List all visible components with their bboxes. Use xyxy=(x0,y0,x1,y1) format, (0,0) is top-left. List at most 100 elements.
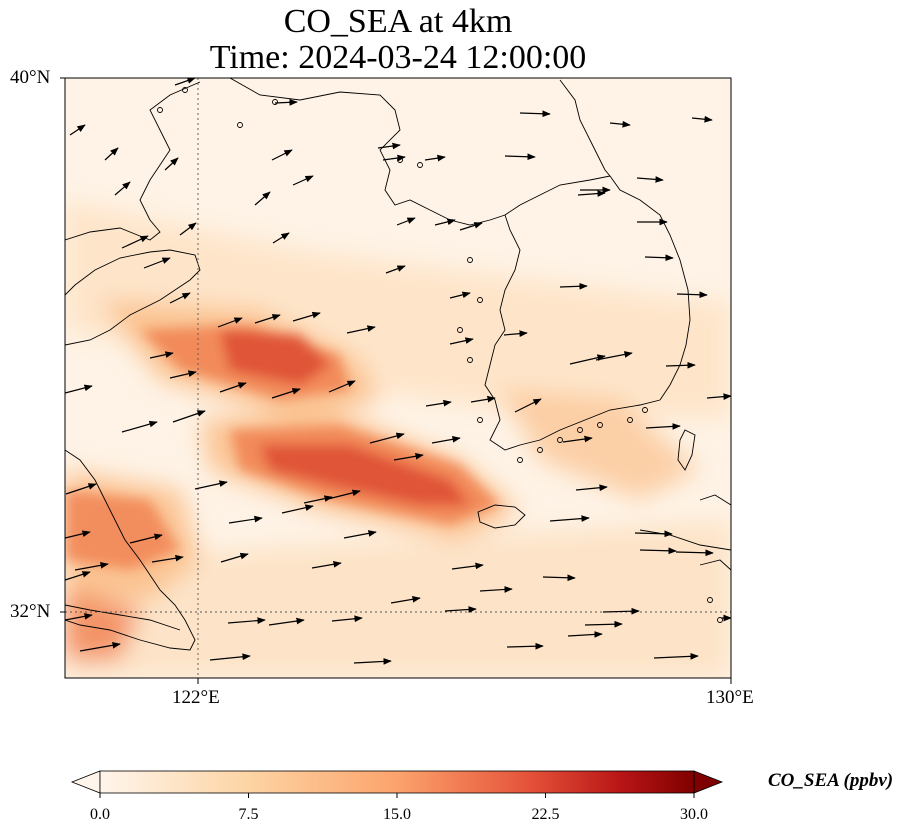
wind-arrow xyxy=(390,595,421,604)
wind-arrow xyxy=(706,393,731,400)
island xyxy=(467,357,473,363)
coastline-segment xyxy=(477,504,526,529)
wind-arrow xyxy=(575,484,608,492)
wind-arrow xyxy=(431,436,461,444)
island xyxy=(627,417,633,423)
island xyxy=(597,422,603,428)
colorbar-tick-label: 22.5 xyxy=(531,806,560,823)
island xyxy=(537,447,543,453)
island xyxy=(517,457,523,463)
map-title: CO_SEA at 4km xyxy=(283,3,513,40)
hotspot-north-core xyxy=(220,330,330,385)
wind-arrow xyxy=(272,232,290,244)
wind-arrow xyxy=(382,154,406,162)
colorbar-tick-label: 0.0 xyxy=(90,806,110,823)
wind-arrow xyxy=(691,115,713,123)
wind-vectors xyxy=(65,78,731,665)
island xyxy=(417,162,423,168)
wind-arrow xyxy=(328,380,356,393)
wind-arrow xyxy=(164,157,179,171)
wind-arrow xyxy=(69,124,86,136)
wind-arrow xyxy=(65,530,91,539)
island xyxy=(272,99,278,105)
wind-arrow xyxy=(634,530,673,538)
plume-east xyxy=(500,390,700,500)
wind-arrow xyxy=(377,142,401,150)
map-frame xyxy=(64,77,732,679)
wind-arrow xyxy=(281,504,314,514)
wind-arrow xyxy=(451,562,484,570)
wind-arrow xyxy=(79,641,121,652)
island xyxy=(717,617,723,623)
wind-arrow xyxy=(331,615,363,623)
wind-arrow xyxy=(209,653,251,661)
wind-arrow xyxy=(149,351,174,359)
wind-arrow xyxy=(595,351,633,361)
wind-arrow xyxy=(65,483,97,495)
wind-arrow xyxy=(346,325,376,334)
hotspot-west xyxy=(65,490,180,570)
wind-arrow xyxy=(179,222,197,236)
lat-label-32n: 32°N xyxy=(10,601,51,622)
wind-arrow xyxy=(303,495,333,504)
wind-arrow xyxy=(396,217,416,226)
colorbar-extend-low xyxy=(70,770,101,794)
wind-arrow xyxy=(459,222,483,231)
lon-label-122e: 122°E xyxy=(172,687,220,708)
wind-arrow xyxy=(271,388,301,399)
coastline-segment xyxy=(559,79,611,177)
wind-arrow xyxy=(254,314,281,324)
coastline-segment xyxy=(65,604,181,631)
wind-arrow xyxy=(327,489,361,500)
wind-arrow xyxy=(503,330,528,338)
wind-arrow xyxy=(479,586,513,593)
coastline-segment xyxy=(699,559,731,571)
colorbar-tick-label: 15.0 xyxy=(383,806,411,823)
island xyxy=(237,122,243,128)
wind-arrow xyxy=(602,607,640,615)
coastline-segment xyxy=(65,81,201,241)
wind-arrow xyxy=(425,399,452,407)
wind-arrow xyxy=(676,291,708,299)
coastline-segment xyxy=(65,449,196,651)
island xyxy=(457,327,463,333)
island xyxy=(182,87,188,93)
wind-arrow xyxy=(65,613,93,621)
island xyxy=(707,597,713,603)
coastline-segment xyxy=(699,494,731,506)
wind-arrow xyxy=(449,337,474,345)
wind-arrow xyxy=(219,382,247,393)
wind-arrow xyxy=(644,254,674,262)
colorbar-label: CO_SEA (ppbv) xyxy=(768,770,894,791)
wind-arrow xyxy=(174,78,196,86)
wind-arrow xyxy=(172,410,206,423)
wind-arrow xyxy=(369,432,405,444)
colorbar-gradient xyxy=(100,771,694,793)
wind-arrow xyxy=(424,154,446,162)
wind-arrow xyxy=(636,176,664,183)
coastlines xyxy=(65,78,731,651)
wind-arrow xyxy=(228,515,263,524)
wind-arrow xyxy=(169,292,191,304)
plume-southwest xyxy=(65,590,140,660)
lat-label-40n: 40°N xyxy=(10,67,51,88)
wind-arrow xyxy=(639,547,677,555)
wind-arrow xyxy=(514,398,542,413)
island xyxy=(577,427,583,433)
coastline-segment xyxy=(229,78,611,226)
wind-arrow xyxy=(292,311,321,322)
wind-arrow xyxy=(609,120,631,128)
wind-arrow xyxy=(65,384,93,394)
wind-arrow xyxy=(577,190,606,197)
wind-arrow xyxy=(129,533,163,544)
wind-arrow xyxy=(151,554,184,563)
wind-arrow xyxy=(504,153,536,161)
wind-arrow xyxy=(444,606,477,613)
lon-label-130e: 130°E xyxy=(706,687,754,708)
wind-arrow xyxy=(220,552,249,563)
wind-arrow xyxy=(311,560,342,569)
wind-arrow xyxy=(254,191,271,206)
colorbar-extend-high xyxy=(693,770,724,794)
wind-arrow xyxy=(584,620,623,628)
